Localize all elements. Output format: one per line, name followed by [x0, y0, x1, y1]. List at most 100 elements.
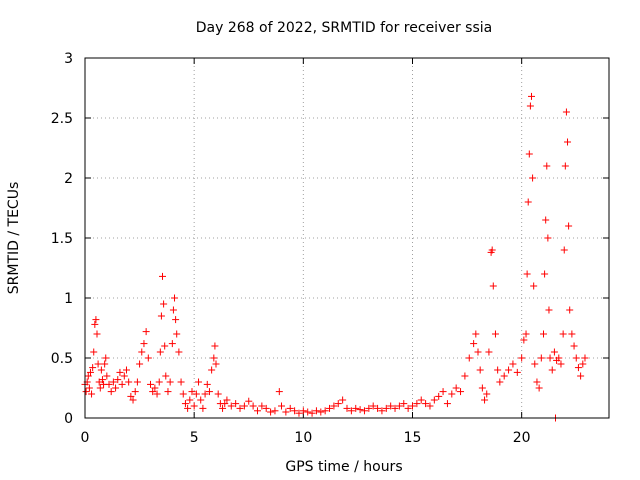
data-point	[347, 407, 355, 415]
data-point	[156, 348, 164, 356]
y-axis-label: SRMTID / TECUs	[6, 182, 22, 295]
data-point	[114, 376, 122, 384]
data-point	[140, 340, 148, 348]
data-point	[422, 400, 430, 408]
data-point	[219, 404, 227, 412]
data-point	[93, 330, 101, 338]
data-point	[105, 380, 113, 388]
data-point	[203, 380, 211, 388]
data-point	[221, 400, 229, 408]
data-point	[127, 392, 135, 400]
data-point	[568, 330, 576, 338]
data-point	[136, 360, 144, 368]
data-point	[565, 222, 573, 230]
data-point	[382, 404, 390, 412]
data-point	[560, 246, 568, 254]
data-point	[245, 397, 253, 405]
data-point	[131, 388, 139, 396]
data-point	[546, 354, 554, 362]
data-point	[116, 368, 124, 376]
data-point	[356, 406, 364, 414]
data-point	[387, 402, 395, 410]
data-point	[236, 404, 244, 412]
data-point	[365, 404, 373, 412]
data-point	[92, 316, 100, 324]
data-point	[159, 272, 167, 280]
y-tick-label: 1.5	[51, 231, 73, 247]
data-point	[192, 390, 200, 398]
data-point	[138, 348, 146, 356]
data-point	[304, 408, 312, 416]
data-point	[90, 348, 98, 356]
data-point	[494, 366, 502, 374]
data-point	[258, 402, 266, 410]
data-point	[529, 174, 537, 182]
data-point	[523, 270, 531, 278]
data-point	[240, 402, 248, 410]
data-point	[249, 402, 257, 410]
data-point	[374, 404, 382, 412]
data-point	[352, 404, 360, 412]
data-point	[321, 407, 329, 415]
data-point	[98, 376, 106, 384]
data-point	[500, 372, 508, 380]
data-point	[295, 409, 303, 417]
ticks	[84, 57, 609, 419]
data-point	[197, 396, 205, 404]
data-point	[195, 378, 203, 386]
data-point	[164, 388, 172, 396]
y-tick-label: 0	[64, 411, 73, 427]
data-point	[149, 388, 157, 396]
data-point	[129, 396, 137, 404]
data-point	[522, 330, 530, 338]
data-point	[262, 404, 270, 412]
y-tick-label: 2	[64, 171, 73, 187]
data-point	[526, 102, 534, 110]
data-point	[168, 340, 176, 348]
data-point	[476, 366, 484, 374]
data-point	[169, 306, 177, 314]
data-point	[142, 328, 150, 336]
data-point	[483, 390, 491, 398]
data-point	[118, 380, 126, 388]
data-point	[151, 384, 159, 392]
data-point	[472, 330, 480, 338]
data-point	[542, 216, 550, 224]
data-point	[550, 348, 558, 356]
data-point	[232, 400, 240, 408]
y-tick-label: 1	[64, 291, 73, 307]
data-point	[509, 360, 517, 368]
x-tick-labels: 0 5 10 15 20	[81, 430, 531, 446]
data-point	[513, 368, 521, 376]
data-point	[155, 378, 163, 386]
x-tick-label: 20	[513, 430, 531, 446]
data-point	[181, 400, 189, 408]
data-point	[481, 396, 489, 404]
data-point	[82, 388, 90, 396]
data-point	[369, 402, 377, 410]
data-point	[574, 364, 582, 372]
data-point	[448, 390, 456, 398]
data-point	[102, 354, 110, 362]
data-point	[103, 372, 111, 380]
data-point	[478, 384, 486, 392]
data-point	[101, 360, 109, 368]
data-point	[400, 400, 408, 408]
data-point	[91, 320, 99, 328]
data-point	[564, 138, 572, 146]
data-point	[577, 372, 585, 380]
data-point	[544, 234, 552, 242]
data-point	[541, 270, 549, 278]
data-point	[559, 330, 567, 338]
data-point	[184, 404, 192, 412]
data-point	[530, 282, 538, 290]
data-point	[144, 354, 152, 362]
data-point	[537, 354, 545, 362]
data-point	[531, 360, 539, 368]
data-point	[391, 404, 399, 412]
grid	[85, 58, 609, 418]
data-point	[286, 404, 294, 412]
data-point	[253, 407, 261, 415]
data-point	[581, 354, 589, 362]
data-point	[199, 404, 207, 412]
